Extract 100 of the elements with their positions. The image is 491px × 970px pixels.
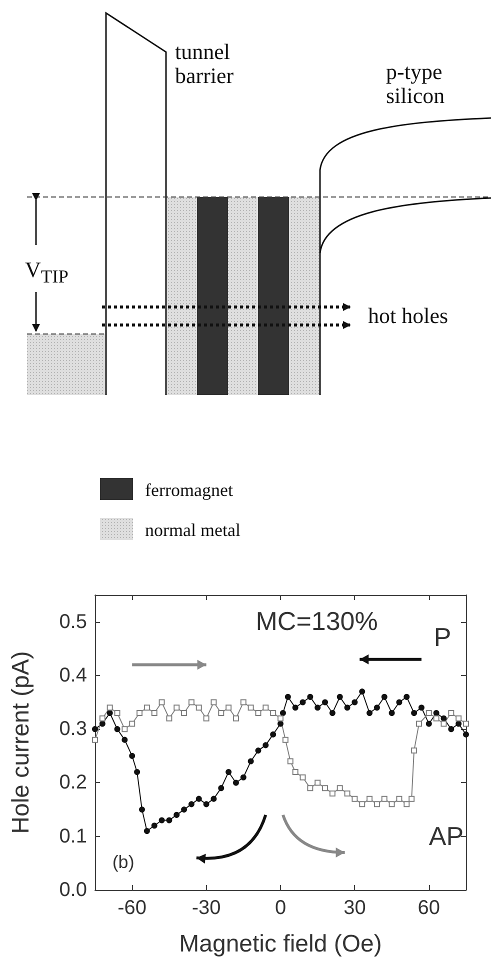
point (196, 796, 202, 802)
point (139, 806, 145, 813)
point (144, 704, 150, 711)
point (292, 769, 298, 775)
point (188, 699, 194, 706)
point (92, 726, 98, 732)
point (278, 715, 284, 722)
point (287, 758, 294, 764)
point (232, 715, 239, 722)
y-tick-label: 0.1 (59, 825, 87, 848)
point (166, 817, 172, 824)
point (426, 720, 432, 727)
point (307, 785, 314, 792)
point (278, 720, 284, 727)
point (381, 796, 388, 802)
point (366, 796, 373, 802)
point (99, 720, 106, 727)
point (300, 774, 306, 780)
point (433, 715, 440, 722)
point (282, 736, 288, 743)
point (151, 710, 158, 716)
point (408, 796, 415, 802)
point (300, 699, 306, 706)
point (280, 710, 286, 716)
point (307, 694, 314, 700)
x-tick-label: 30 (344, 897, 366, 919)
point (411, 748, 418, 754)
text: normal metal (145, 519, 242, 542)
x-tick-label: -60 (118, 897, 147, 919)
point (426, 710, 432, 716)
point (181, 710, 188, 716)
point (240, 699, 246, 706)
point (463, 731, 469, 738)
point (411, 710, 418, 716)
y-tick-label: 0.0 (59, 879, 87, 901)
point (344, 704, 350, 711)
point (448, 726, 454, 732)
point (270, 710, 276, 716)
point (463, 720, 469, 727)
annotation: MC=130% (256, 606, 378, 638)
point (284, 694, 291, 700)
point (134, 769, 140, 775)
point (114, 726, 120, 732)
point (433, 710, 440, 716)
x-tick-label: -30 (192, 897, 221, 919)
point (388, 801, 395, 808)
point (196, 704, 202, 711)
point (136, 710, 143, 716)
point (158, 699, 165, 706)
point (210, 796, 217, 802)
point (151, 822, 158, 829)
point (374, 801, 380, 808)
point (440, 715, 447, 722)
point (270, 731, 276, 738)
point (106, 704, 113, 711)
point (188, 801, 194, 808)
point (92, 736, 98, 743)
point (210, 699, 217, 706)
point (388, 710, 395, 716)
text: V$_{TIP}$ (25, 257, 70, 288)
point (404, 694, 410, 700)
point (226, 704, 232, 711)
point (240, 774, 246, 780)
point (336, 694, 343, 700)
point (366, 710, 373, 716)
annotation: AP (428, 820, 464, 852)
point (292, 704, 298, 711)
text: p-type silicon (386, 59, 446, 108)
point (336, 785, 343, 792)
point (262, 704, 269, 711)
point (129, 752, 136, 759)
y-axis-title: Hole current (pA) (8, 651, 34, 834)
point (322, 699, 328, 706)
annotation: (b) (112, 852, 134, 874)
point (255, 710, 262, 716)
point (218, 785, 224, 792)
point (122, 726, 128, 732)
point (381, 694, 388, 700)
point (440, 720, 447, 727)
x-tick-label: 0 (274, 897, 286, 919)
text: tunnel barrier (175, 39, 235, 88)
point (248, 758, 254, 764)
point (218, 710, 224, 716)
text: hot holes (368, 303, 450, 328)
text: ferromagnet (145, 479, 234, 502)
point (329, 790, 336, 796)
y-tick-label: 0.2 (59, 772, 87, 794)
point (166, 715, 172, 722)
point (106, 710, 113, 716)
x-axis-title: Magnetic field (Oe) (179, 930, 382, 958)
point (374, 704, 380, 711)
point (359, 688, 366, 695)
point (232, 780, 239, 786)
point (158, 817, 165, 824)
x-tick-label: 60 (418, 897, 440, 919)
point (359, 801, 366, 808)
point (129, 720, 136, 727)
point (314, 780, 321, 786)
annotation: P (434, 622, 452, 654)
point (416, 720, 422, 727)
